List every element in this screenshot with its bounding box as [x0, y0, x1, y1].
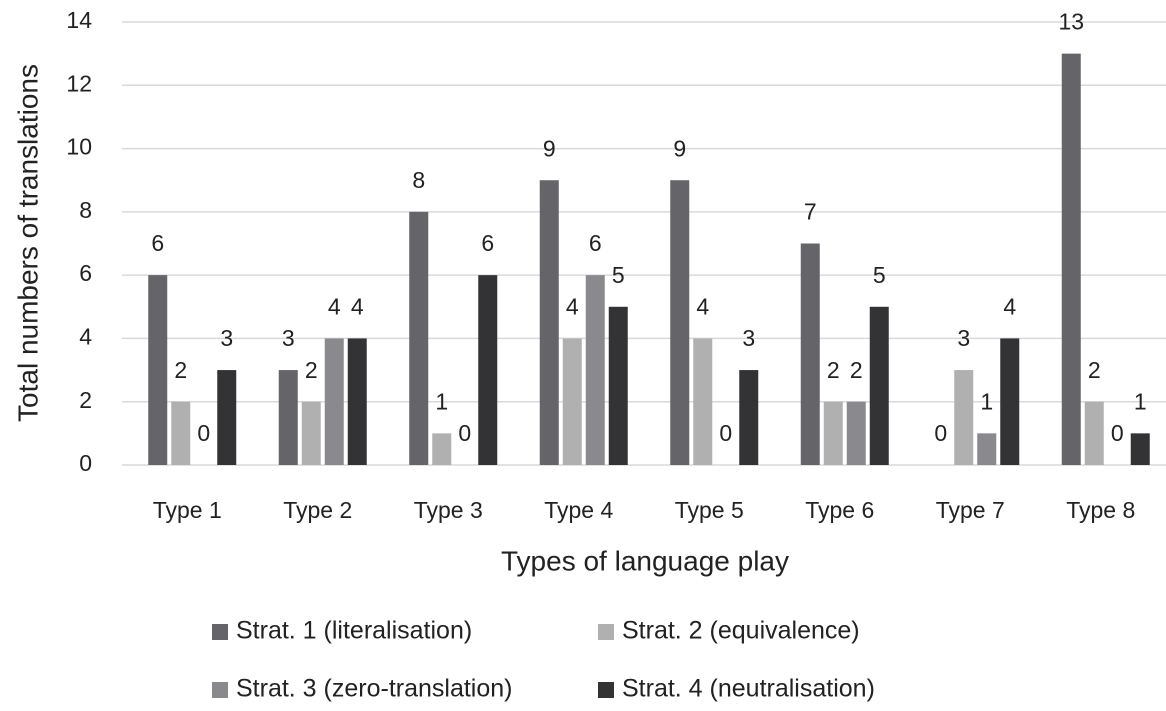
x-tick-label: Type 2	[283, 497, 352, 523]
value-label: 2	[1088, 357, 1101, 383]
bar	[1000, 338, 1020, 465]
value-label: 4	[1003, 294, 1016, 320]
bar	[869, 306, 889, 465]
bar	[539, 180, 559, 465]
x-tick-label: Type 5	[675, 497, 744, 523]
y-tick-label: 2	[79, 387, 92, 413]
value-label: 13	[1058, 9, 1084, 35]
x-tick-label: Type 6	[805, 497, 874, 523]
bar	[1084, 401, 1104, 465]
value-label: 5	[612, 262, 625, 288]
value-label: 3	[957, 325, 970, 351]
legend-swatch	[212, 682, 228, 698]
bar	[800, 243, 820, 465]
value-label: 2	[174, 357, 187, 383]
y-tick-label: 0	[79, 450, 92, 476]
bar	[347, 338, 367, 465]
bar	[324, 338, 344, 465]
x-tick-label: Type 7	[936, 497, 1005, 523]
bar	[278, 370, 298, 465]
bar	[608, 306, 628, 465]
y-tick-label: 14	[66, 7, 92, 33]
value-label: 4	[328, 294, 341, 320]
x-tick-label: Type 4	[544, 497, 613, 523]
value-label: 1	[980, 388, 993, 414]
value-label: 5	[873, 262, 886, 288]
y-tick-label: 6	[79, 260, 92, 286]
legend-label: Strat. 3 (zero-translation)	[236, 675, 513, 703]
legend-swatch	[212, 624, 228, 640]
value-label: 2	[305, 357, 318, 383]
value-label: 3	[220, 325, 233, 351]
value-label: 3	[282, 325, 295, 351]
value-label: 0	[719, 420, 732, 446]
y-axis-title: Total numbers of translations	[12, 64, 43, 422]
legend-label: Strat. 1 (literalisation)	[236, 617, 472, 645]
y-tick-label: 8	[79, 197, 92, 223]
value-label: 0	[197, 420, 210, 446]
value-label: 7	[804, 199, 817, 225]
bar	[1061, 53, 1081, 466]
legend-swatch	[598, 624, 614, 640]
bar	[217, 370, 237, 465]
bar	[823, 401, 843, 465]
bar	[478, 275, 498, 465]
y-tick-label: 10	[66, 134, 92, 160]
value-label: 4	[566, 294, 579, 320]
y-tick-label: 12	[66, 70, 92, 96]
value-label: 6	[151, 230, 164, 256]
bar	[954, 370, 974, 465]
value-label: 9	[673, 135, 686, 161]
value-label: 8	[412, 167, 425, 193]
value-label: 0	[458, 420, 471, 446]
bar	[1130, 433, 1150, 465]
x-axis-title: Types of language play	[501, 545, 789, 576]
x-tick-label: Type 3	[414, 497, 483, 523]
value-label: 2	[850, 357, 863, 383]
value-label: 4	[696, 294, 709, 320]
value-label: 1	[435, 388, 448, 414]
x-tick-label: Type 8	[1066, 497, 1135, 523]
bar	[301, 401, 321, 465]
value-label: 6	[481, 230, 494, 256]
value-label: 0	[1111, 420, 1124, 446]
bar	[846, 401, 866, 465]
bar	[171, 401, 191, 465]
bar	[148, 275, 168, 465]
bar	[693, 338, 713, 465]
bar	[409, 211, 429, 465]
value-label: 9	[543, 135, 556, 161]
x-tick-label: Type 1	[153, 497, 222, 523]
bar	[977, 433, 997, 465]
value-label: 4	[351, 294, 364, 320]
value-label: 2	[827, 357, 840, 383]
bar	[562, 338, 582, 465]
bar	[432, 433, 452, 465]
legend-swatch	[598, 682, 614, 698]
bar	[585, 275, 605, 465]
value-label: 6	[589, 230, 602, 256]
value-label: 0	[934, 420, 947, 446]
value-label: 3	[742, 325, 755, 351]
y-tick-label: 4	[79, 324, 92, 350]
value-label: 1	[1134, 388, 1147, 414]
bar	[670, 180, 690, 465]
legend-label: Strat. 4 (neutralisation)	[622, 675, 875, 703]
bar	[739, 370, 759, 465]
legend-label: Strat. 2 (equivalence)	[622, 617, 860, 645]
